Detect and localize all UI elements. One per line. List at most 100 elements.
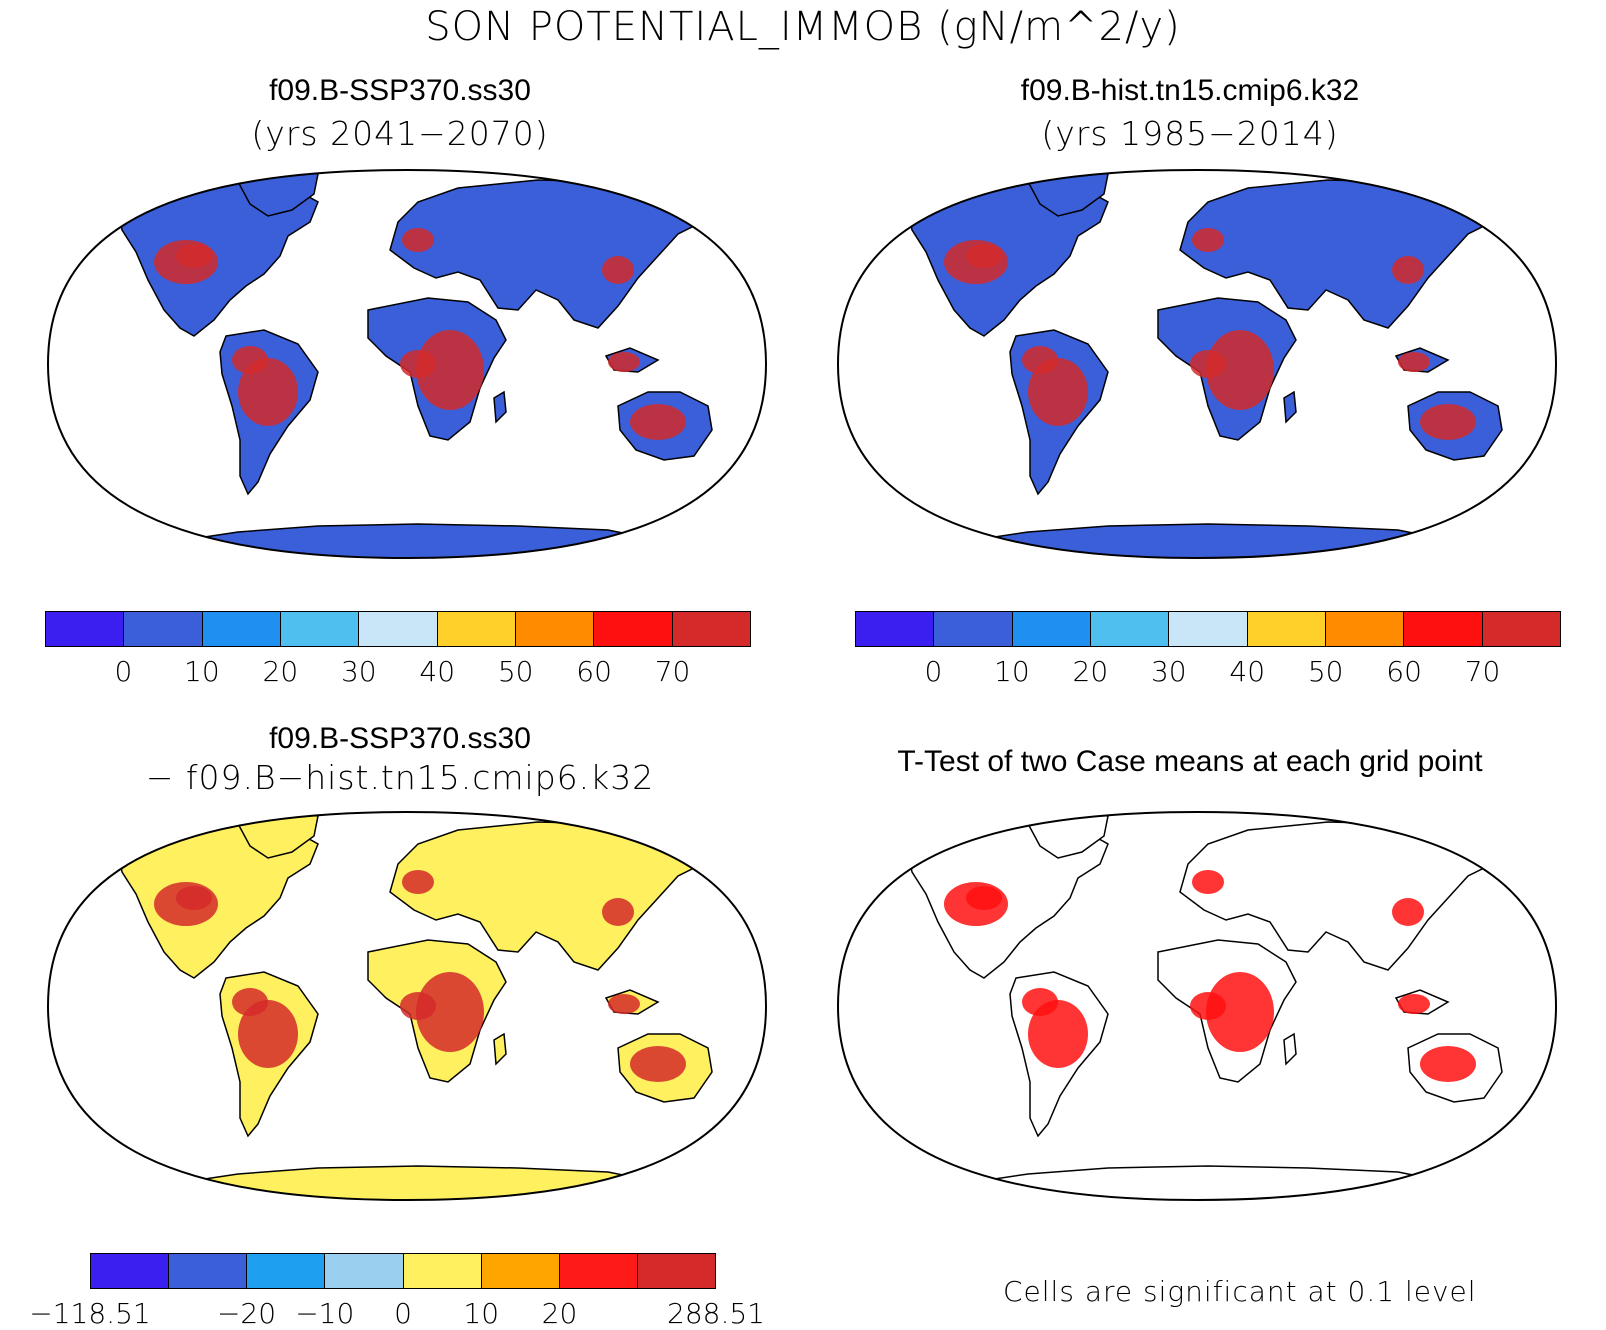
figure-title: SON POTENTIAL_IMMOB (gN/m^2/y) [425, 4, 1181, 50]
panel3-subtitle: − f09.B−hist.tn15.cmip6.k32 [145, 758, 655, 797]
land-eurasia [1179, 821, 1510, 971]
colorbar-tick-label: 20 [262, 655, 299, 688]
colorbar-swatch [856, 612, 935, 646]
panel2-map [836, 168, 1558, 560]
map-frame [836, 168, 1558, 560]
panel1-colorbar [45, 611, 751, 647]
high-value-region [1420, 1046, 1476, 1082]
colorbar-tick-label: 40 [1229, 655, 1266, 688]
high-value-region [416, 330, 484, 410]
colorbar-tick-label: 0 [394, 1297, 412, 1330]
high-value-region [1420, 404, 1476, 440]
high-value-region [608, 352, 640, 372]
colorbar-tick-label: 10 [994, 655, 1030, 688]
colorbar-tick-label: 0 [924, 655, 943, 688]
colorbar-swatch [559, 1254, 638, 1288]
colorbar-swatch [1090, 612, 1170, 646]
high-value-region [1398, 352, 1430, 372]
land-eurasia [389, 179, 720, 329]
colorbar-swatch [124, 612, 203, 646]
high-value-region [630, 404, 686, 440]
colorbar-tick-label: −20 [216, 1297, 277, 1330]
high-value-region [400, 992, 436, 1020]
high-value-region [966, 886, 1002, 910]
colorbar-swatch [91, 1254, 170, 1288]
high-value-region [1206, 972, 1274, 1052]
map-frame [46, 810, 768, 1202]
colorbar-tick-label: 10 [184, 655, 220, 688]
high-value-region [1192, 870, 1224, 894]
colorbar-tick-label: 70 [654, 655, 691, 688]
high-value-region [400, 350, 436, 378]
panel2-subtitle: (yrs 1985−2014) [1041, 114, 1339, 153]
colorbar-swatch [637, 1254, 715, 1288]
high-value-region [1028, 358, 1088, 426]
colorbar-tick-label: 40 [419, 655, 456, 688]
colorbar-swatch [1012, 612, 1091, 646]
panel1-title: f09.B-SSP370.ss30 [269, 74, 531, 107]
map-frame [46, 168, 768, 560]
colorbar-swatch [46, 612, 125, 646]
land-madagascar [1283, 1032, 1297, 1066]
high-value-region [238, 358, 298, 426]
colorbar-tick-label: 60 [576, 655, 612, 688]
high-value-region [1192, 228, 1224, 252]
land-eurasia [389, 821, 720, 971]
panel3-colorbar [90, 1253, 716, 1289]
colorbar-swatch [169, 1254, 248, 1288]
colorbar-swatch [672, 612, 750, 646]
colorbar-tick-label: 20 [1072, 655, 1109, 688]
colorbar-swatch [934, 612, 1013, 646]
high-value-region [602, 256, 634, 284]
colorbar-tick-label: 70 [1464, 655, 1501, 688]
high-value-region [402, 228, 434, 252]
panel4-title: T-Test of two Case means at each grid po… [897, 745, 1483, 778]
panel4-map [836, 810, 1558, 1202]
colorbar-swatch [594, 612, 673, 646]
high-value-region [402, 870, 434, 894]
colorbar-tick-label: 50 [1307, 655, 1344, 688]
map-frame [836, 810, 1558, 1202]
colorbar-swatch [1404, 612, 1483, 646]
high-value-region [238, 1000, 298, 1068]
panel3-map [46, 810, 768, 1202]
land-eurasia [1179, 179, 1510, 329]
land-madagascar [493, 390, 507, 424]
colorbar-tick-label: 50 [497, 655, 534, 688]
colorbar-swatch [403, 1254, 482, 1288]
high-value-region [1392, 898, 1424, 926]
colorbar-swatch [202, 612, 281, 646]
colorbar-swatch [247, 1254, 326, 1288]
colorbar-tick-label: 288.51 [667, 1297, 765, 1330]
high-value-region [966, 244, 1002, 268]
high-value-region [630, 1046, 686, 1082]
panel2-title: f09.B-hist.tn15.cmip6.k32 [1020, 74, 1360, 107]
panel1-subtitle: (yrs 2041−2070) [251, 114, 549, 153]
high-value-region [1190, 350, 1226, 378]
high-value-region [602, 898, 634, 926]
panel2-colorbar [855, 611, 1561, 647]
colorbar-swatch [1247, 612, 1326, 646]
high-value-region [608, 994, 640, 1014]
high-value-region [176, 244, 212, 268]
colorbar-tick-label: 20 [541, 1297, 578, 1330]
significance-note: Cells are significant at 0.1 level [1003, 1275, 1477, 1308]
panel1-map [46, 168, 768, 560]
panel3-title: f09.B-SSP370.ss30 [269, 722, 531, 755]
high-value-region [1190, 992, 1226, 1020]
high-value-region [1022, 346, 1058, 374]
land-madagascar [493, 1032, 507, 1066]
colorbar-tick-label: 0 [114, 655, 133, 688]
colorbar-swatch [481, 1254, 560, 1288]
colorbar-swatch [515, 612, 595, 646]
high-value-region [1206, 330, 1274, 410]
colorbar-swatch [280, 612, 360, 646]
colorbar-swatch [1169, 612, 1248, 646]
colorbar-swatch [325, 1254, 404, 1288]
colorbar-tick-label: 30 [1150, 655, 1187, 688]
high-value-region [176, 886, 212, 910]
colorbar-tick-label: 60 [1386, 655, 1422, 688]
high-value-region [1022, 988, 1058, 1016]
colorbar-tick-label: −118.51 [29, 1297, 151, 1330]
high-value-region [232, 346, 268, 374]
